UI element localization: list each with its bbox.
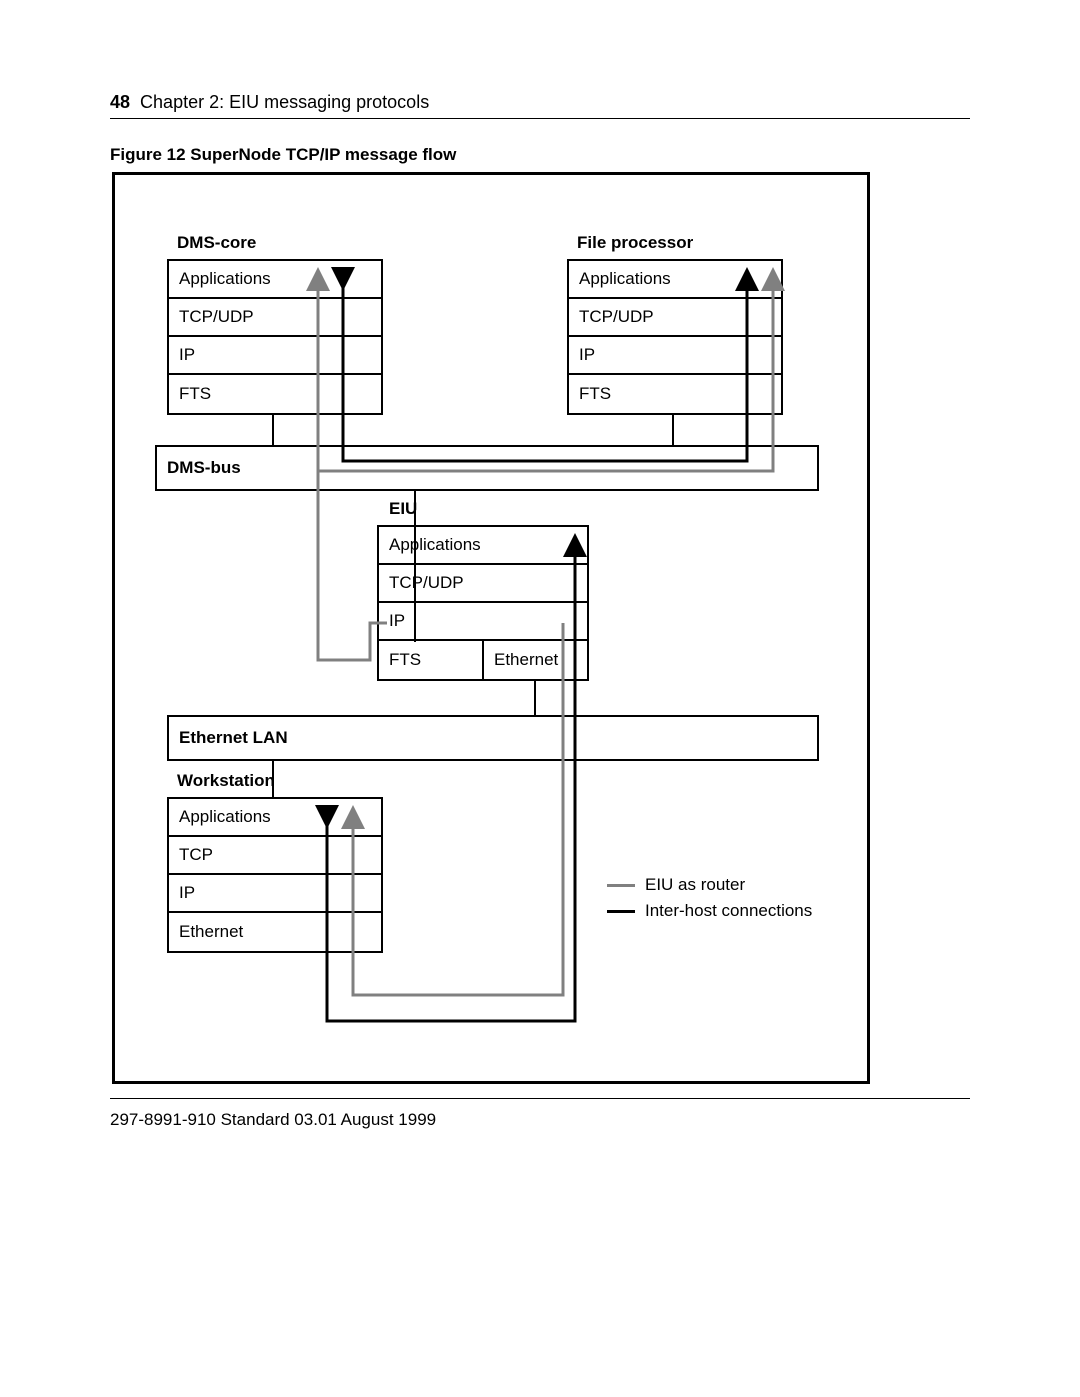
arrows-overlay	[115, 175, 867, 1081]
header-rule	[110, 118, 970, 119]
page-number: 48	[110, 92, 130, 112]
footer-text: 297-8991-910 Standard 03.01 August 1999	[110, 1110, 436, 1130]
chapter-title: Chapter 2: EIU messaging protocols	[140, 92, 429, 112]
footer-rule	[110, 1098, 970, 1099]
figure-box: DMS-core Applications TCP/UDP IP FTS Fil…	[112, 172, 870, 1084]
figure-caption: Figure 12 SuperNode TCP/IP message flow	[110, 145, 456, 165]
page-header: 48 Chapter 2: EIU messaging protocols	[110, 92, 429, 113]
